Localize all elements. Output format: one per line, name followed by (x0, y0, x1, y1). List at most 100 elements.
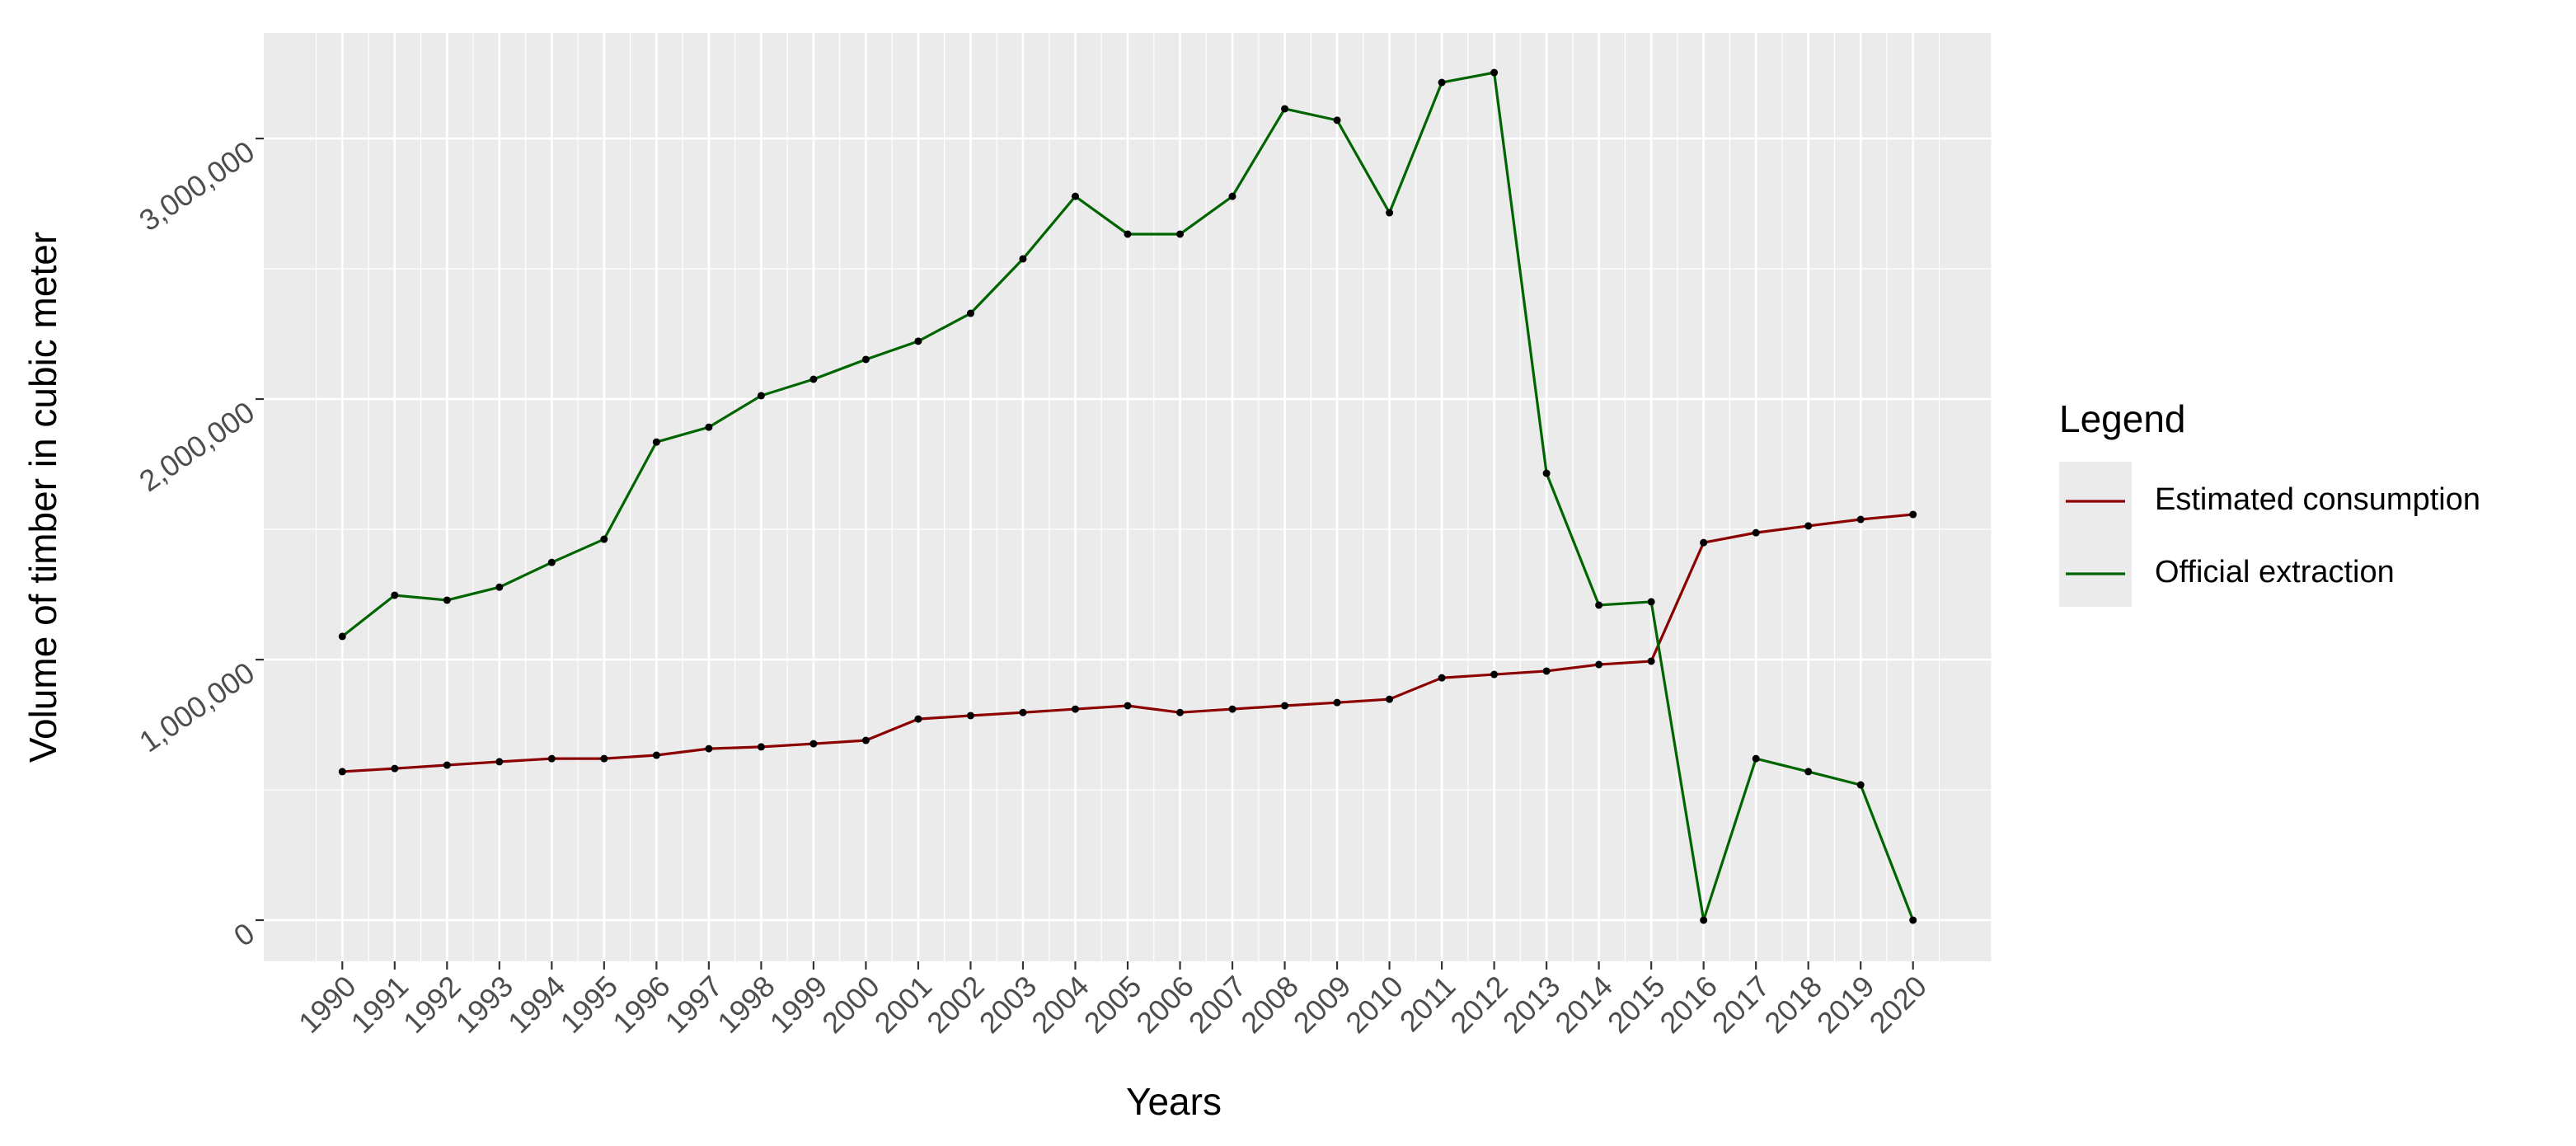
data-point (1386, 695, 1394, 703)
data-point (1856, 781, 1865, 789)
x-tick-label: 1998 (711, 969, 781, 1040)
data-point (1647, 657, 1655, 665)
data-point (600, 754, 608, 763)
data-point (600, 535, 608, 543)
x-tick-label: 1995 (554, 969, 625, 1040)
data-point (495, 583, 504, 591)
data-point (547, 754, 556, 763)
x-tick-label: 2009 (1287, 969, 1358, 1040)
x-tick-label: 2004 (1025, 969, 1096, 1040)
legend-label: Estimated consumption (2155, 482, 2480, 517)
x-tick-label: 2011 (1393, 969, 1462, 1038)
x-tick-label: 1999 (763, 969, 834, 1040)
data-point (1542, 469, 1551, 477)
data-point (1281, 105, 1289, 113)
data-point (495, 758, 504, 766)
data-point (757, 743, 765, 751)
data-point (1752, 754, 1760, 763)
x-tick-label: 2005 (1077, 969, 1148, 1040)
x-tick-label: 2014 (1548, 969, 1619, 1040)
x-tick-label: 1993 (449, 969, 520, 1040)
data-point (1700, 538, 1708, 547)
data-point (391, 764, 399, 773)
x-tick-label: 2001 (868, 969, 939, 1040)
data-point (1700, 916, 1708, 924)
x-tick-label: 2008 (1234, 969, 1305, 1040)
data-point (391, 591, 399, 599)
data-point (1542, 667, 1551, 675)
data-point (1019, 255, 1027, 263)
x-tick-label: 2002 (920, 969, 991, 1040)
x-tick-label: 1992 (396, 969, 467, 1040)
data-point (1333, 116, 1341, 124)
x-tick-label: 2000 (815, 969, 886, 1040)
y-axis-title: Volume of timber in cubic meter (21, 232, 64, 763)
y-tick-label: 3,000,000 (133, 134, 260, 237)
data-point (338, 632, 346, 641)
data-point (757, 392, 765, 400)
x-tick-label: 2020 (1862, 969, 1933, 1040)
data-point (1228, 192, 1236, 200)
data-point (705, 423, 713, 431)
x-tick-label: 2016 (1653, 969, 1724, 1040)
data-point (1438, 78, 1446, 87)
data-point (809, 375, 818, 383)
data-point (861, 355, 870, 364)
x-tick-label: 2007 (1182, 969, 1253, 1040)
data-point (1333, 698, 1341, 707)
plot-area (338, 68, 1917, 924)
grid (264, 33, 1992, 961)
data-point (1490, 68, 1499, 77)
x-tick-label: 1996 (606, 969, 677, 1040)
data-point (1176, 708, 1185, 716)
data-point (705, 744, 713, 753)
data-point (338, 768, 346, 776)
legend: Estimated consumption Official extraction (2059, 462, 2480, 607)
data-point (1071, 705, 1079, 713)
x-tick-label: 1994 (501, 969, 572, 1040)
data-point (1281, 702, 1289, 710)
data-point (1019, 708, 1027, 716)
data-point (1438, 674, 1446, 682)
data-point (1176, 230, 1185, 238)
legend-key-background (2059, 462, 2132, 607)
data-point (1804, 768, 1813, 776)
x-tick-label: 2006 (1129, 969, 1200, 1040)
data-point (1856, 515, 1865, 524)
data-point (1909, 510, 1917, 519)
legend-title: Legend (2059, 397, 2186, 440)
x-tick-label: 2012 (1443, 969, 1514, 1040)
data-point (966, 309, 974, 317)
x-tick-label: 1991 (345, 969, 415, 1040)
data-point (652, 438, 660, 446)
data-point (1228, 705, 1236, 713)
data-point (547, 558, 556, 566)
x-tick-label: 1990 (292, 969, 363, 1040)
x-axis-title: Years (1126, 1080, 1222, 1123)
x-tick-label: 2015 (1601, 969, 1672, 1040)
x-tick-label: 2017 (1706, 969, 1776, 1040)
x-tick-label: 2010 (1339, 969, 1410, 1040)
y-tick-label: 0 (228, 916, 260, 953)
data-point (914, 715, 922, 723)
data-point (1595, 660, 1603, 669)
data-point (1647, 598, 1655, 606)
data-point (1124, 230, 1132, 238)
data-point (1804, 522, 1813, 530)
data-point (861, 736, 870, 744)
data-point (914, 337, 922, 345)
x-tick-label: 2019 (1810, 969, 1881, 1040)
data-point (1124, 702, 1132, 710)
data-point (1909, 916, 1917, 924)
x-tick-label: 1997 (659, 969, 730, 1040)
data-point (1490, 670, 1499, 679)
data-point (1071, 192, 1079, 200)
data-point (1386, 209, 1394, 217)
data-point (652, 751, 660, 759)
y-tick-label: 1,000,000 (133, 655, 260, 759)
legend-label: Official extraction (2155, 555, 2395, 589)
data-point (1752, 528, 1760, 537)
x-tick-label: 2013 (1496, 969, 1567, 1040)
data-point (1595, 601, 1603, 609)
